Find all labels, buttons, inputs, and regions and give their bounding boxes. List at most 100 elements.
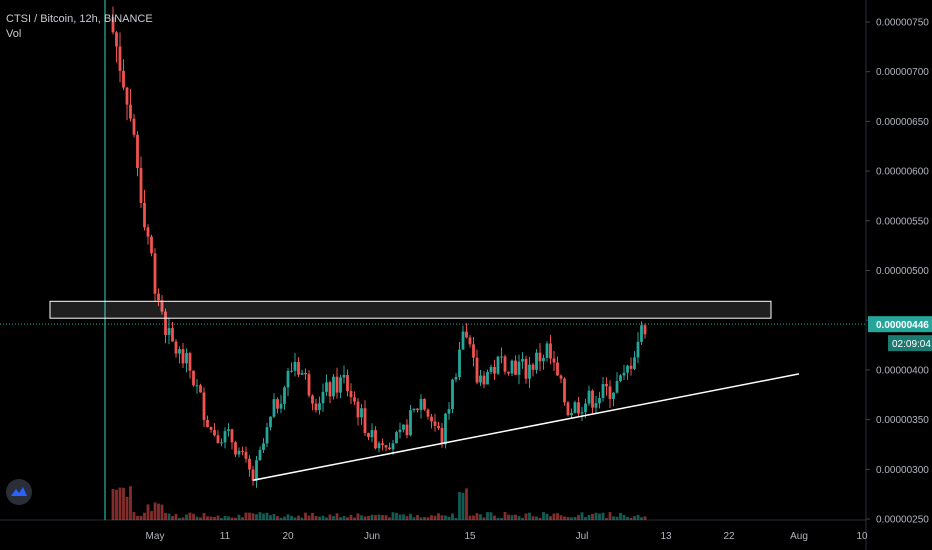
candle-body <box>139 168 143 203</box>
candle-body <box>185 353 188 364</box>
volume-bar <box>314 515 318 520</box>
candle-body <box>160 300 164 312</box>
volume-bar <box>405 516 409 520</box>
candle-body <box>202 392 206 420</box>
candle-body <box>304 372 307 375</box>
candle-body <box>241 450 244 452</box>
candle-body <box>335 376 339 393</box>
volume-bar <box>535 516 538 520</box>
volume-bar <box>622 514 626 520</box>
candle-body <box>430 416 433 422</box>
candle-body <box>290 370 293 372</box>
candle-body <box>195 385 199 387</box>
candle-body <box>153 253 157 294</box>
candle-body <box>181 349 185 364</box>
volume-bar <box>199 517 202 520</box>
candle-body <box>297 361 300 375</box>
candle-body <box>486 371 489 385</box>
volume-bar <box>542 512 545 520</box>
candle-body <box>605 383 608 387</box>
candle-body <box>423 399 426 410</box>
volume-bar <box>255 514 258 520</box>
candle-body <box>629 365 633 369</box>
candle-body <box>591 390 594 408</box>
candle-body <box>451 379 454 410</box>
volume-bar <box>598 513 601 520</box>
symbol-title: CTSI / Bitcoin, 12h, BINANCE <box>6 13 153 25</box>
candle-body <box>188 353 192 371</box>
candle-body <box>293 361 297 371</box>
candle-body <box>237 450 241 455</box>
volume-bar <box>321 515 325 520</box>
volume-bar <box>633 516 636 520</box>
volume-bar <box>573 517 577 520</box>
candle-body <box>566 402 570 416</box>
volume-bar <box>363 516 367 520</box>
candle-body <box>521 359 524 362</box>
candle-body <box>286 370 290 388</box>
volume-bar <box>342 515 346 520</box>
candle-body <box>545 343 549 358</box>
volume-bar <box>311 512 314 520</box>
volume-bar <box>360 515 363 520</box>
candle-body <box>307 374 311 396</box>
volume-bar <box>318 516 321 520</box>
candle-body <box>577 402 580 414</box>
volume-bar <box>164 512 167 520</box>
volume-bar <box>517 516 521 520</box>
volume-bar <box>367 515 370 520</box>
y-tick-label: 0.00000300 <box>876 465 929 476</box>
candle-body <box>468 337 472 345</box>
volume-bar <box>486 512 489 520</box>
candle-body <box>587 390 591 404</box>
candle-body <box>325 382 328 392</box>
candle-body <box>636 341 640 358</box>
candle-body <box>206 419 209 428</box>
volume-bar <box>227 516 230 520</box>
candle-body <box>150 236 153 254</box>
volume-bar <box>335 513 339 520</box>
volume-bar <box>374 515 377 520</box>
volume-bar <box>111 488 115 520</box>
candle-body <box>472 344 475 358</box>
y-tick-label: 0.00000550 <box>876 216 929 227</box>
volume-indicator-label: Vol <box>6 28 22 40</box>
volume-bar <box>188 512 192 520</box>
candle-body <box>248 458 251 470</box>
volume-bar <box>150 511 153 520</box>
candle-body <box>220 442 223 444</box>
candle-body <box>111 17 115 33</box>
candle-body <box>528 364 531 379</box>
candle-body <box>440 428 444 445</box>
volume-bar <box>444 515 447 520</box>
x-tick-label: 11 <box>220 531 231 542</box>
candle-body <box>447 409 451 414</box>
candle-body <box>542 357 545 362</box>
volume-bar <box>139 515 143 520</box>
y-tick-label: 0.00000350 <box>876 415 929 426</box>
candle-body <box>580 412 584 414</box>
volume-bar <box>381 515 384 520</box>
candle-body <box>178 349 181 354</box>
candle-body <box>244 451 248 459</box>
volume-bar <box>146 504 150 520</box>
volume-bar <box>475 513 479 520</box>
volume-bar <box>416 515 419 520</box>
candle-body <box>426 409 430 417</box>
volume-bar <box>178 517 181 520</box>
candle-body <box>122 70 125 88</box>
candle-body <box>318 403 321 411</box>
volume-bar <box>538 517 542 520</box>
volume-bar <box>384 515 388 520</box>
candle-body <box>311 395 314 404</box>
volume-bar <box>349 514 353 520</box>
volume-bar <box>479 514 482 520</box>
candle-body <box>454 377 458 380</box>
candle-body <box>433 421 437 426</box>
volume-bar <box>472 515 475 520</box>
volume-bar <box>549 516 552 520</box>
candle-body <box>531 364 535 370</box>
y-tick-label: 0.00000750 <box>876 17 929 28</box>
candle-body <box>353 397 356 402</box>
